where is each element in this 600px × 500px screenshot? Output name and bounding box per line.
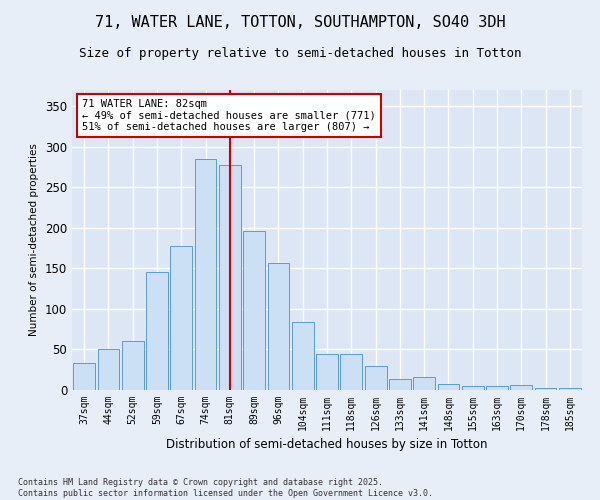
Bar xyxy=(292,322,314,390)
Bar xyxy=(413,377,435,390)
Bar xyxy=(511,385,532,390)
Bar xyxy=(219,164,241,390)
Bar xyxy=(97,348,119,390)
Text: 71 WATER LANE: 82sqm
← 49% of semi-detached houses are smaller (771)
51% of semi: 71 WATER LANE: 82sqm ← 49% of semi-detac… xyxy=(82,99,376,132)
Bar xyxy=(340,354,362,390)
Y-axis label: Number of semi-detached properties: Number of semi-detached properties xyxy=(29,144,40,336)
Bar xyxy=(170,246,192,390)
Bar xyxy=(268,262,289,390)
Bar xyxy=(146,272,168,390)
Text: Contains HM Land Registry data © Crown copyright and database right 2025.
Contai: Contains HM Land Registry data © Crown c… xyxy=(18,478,433,498)
Bar xyxy=(243,231,265,390)
Bar xyxy=(535,388,556,390)
Text: 71, WATER LANE, TOTTON, SOUTHAMPTON, SO40 3DH: 71, WATER LANE, TOTTON, SOUTHAMPTON, SO4… xyxy=(95,15,505,30)
Bar xyxy=(365,366,386,390)
Bar xyxy=(486,386,508,390)
Bar xyxy=(316,354,338,390)
Bar xyxy=(122,340,143,390)
Bar xyxy=(194,159,217,390)
Bar xyxy=(389,378,411,390)
Bar xyxy=(73,363,95,390)
Bar xyxy=(462,386,484,390)
Bar xyxy=(559,388,581,390)
Text: Size of property relative to semi-detached houses in Totton: Size of property relative to semi-detach… xyxy=(79,48,521,60)
X-axis label: Distribution of semi-detached houses by size in Totton: Distribution of semi-detached houses by … xyxy=(166,438,488,452)
Bar xyxy=(437,384,460,390)
